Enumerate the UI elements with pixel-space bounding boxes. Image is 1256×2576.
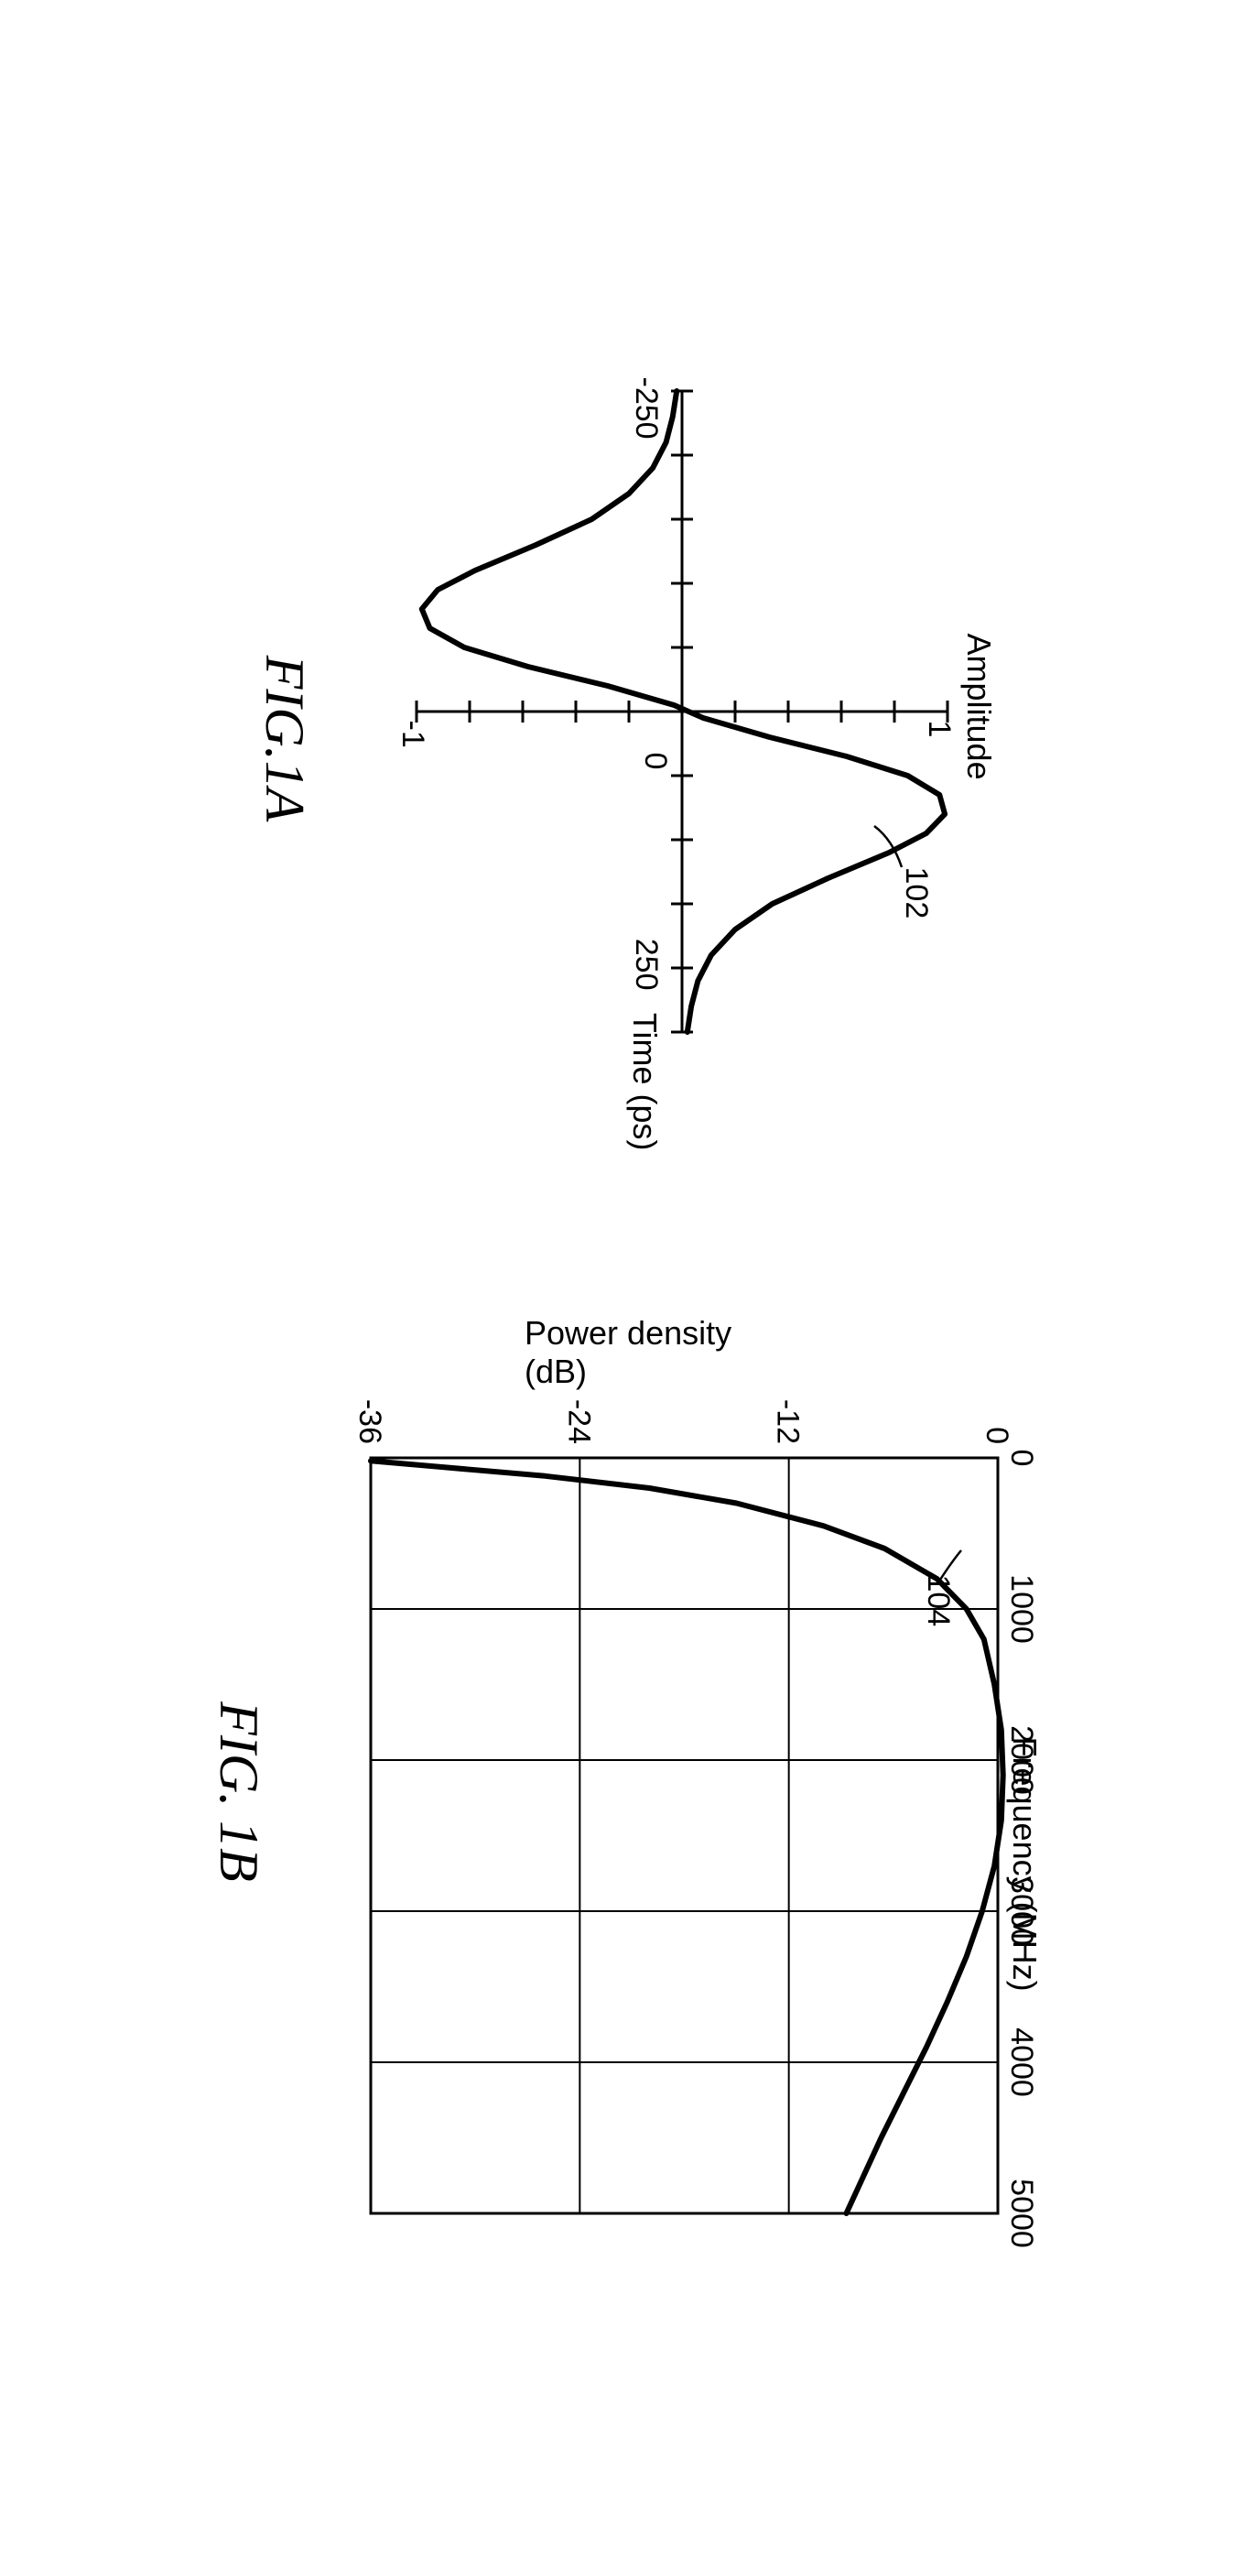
ytick-1a-bottom: -1 xyxy=(395,721,431,748)
figure-1a-label: FIG.1A xyxy=(254,656,317,822)
svg-text:-36: -36 xyxy=(353,1398,388,1443)
xtick-1a-right: 250 xyxy=(629,939,665,991)
xtick-1a-left: -250 xyxy=(629,377,665,440)
svg-text:-12: -12 xyxy=(771,1398,806,1443)
svg-text:4000: 4000 xyxy=(1005,2027,1040,2097)
chart-1b-container: 0100020003000400050000-12-24-36 Frequenc… xyxy=(317,1334,1049,2250)
figure-1a: Amplitude Time (ps) 1 0 -1 -250 250 102 … xyxy=(254,327,1003,1151)
annotation-1a: 102 xyxy=(899,867,935,919)
xlabel-1b: Frequency (MHz) xyxy=(1006,1737,1045,1992)
annotation-1b: 104 xyxy=(921,1575,957,1627)
figure-1b-label: FIG. 1B xyxy=(208,1701,271,1882)
svg-text:0: 0 xyxy=(1005,1449,1040,1466)
chart-1b-svg: 0100020003000400050000-12-24-36 xyxy=(317,1334,1049,2250)
svg-text:5000: 5000 xyxy=(1005,2179,1040,2248)
chart-1a-container: Amplitude Time (ps) 1 0 -1 -250 250 102 xyxy=(363,327,1003,1151)
svg-text:1000: 1000 xyxy=(1005,1574,1040,1644)
figure-1b: 0100020003000400050000-12-24-36 Frequenc… xyxy=(208,1334,1049,2250)
svg-text:0: 0 xyxy=(980,1427,1015,1444)
chart-1a-svg xyxy=(363,327,1003,1151)
ylabel-1b: Power density (dB) xyxy=(525,1314,800,1391)
xlabel-1a: Time (ps) xyxy=(626,1013,665,1151)
ylabel-1a: Amplitude xyxy=(960,634,999,780)
tick-1a-origin: 0 xyxy=(638,753,674,770)
ytick-1a-top: 1 xyxy=(922,721,958,738)
svg-text:-24: -24 xyxy=(562,1398,597,1443)
